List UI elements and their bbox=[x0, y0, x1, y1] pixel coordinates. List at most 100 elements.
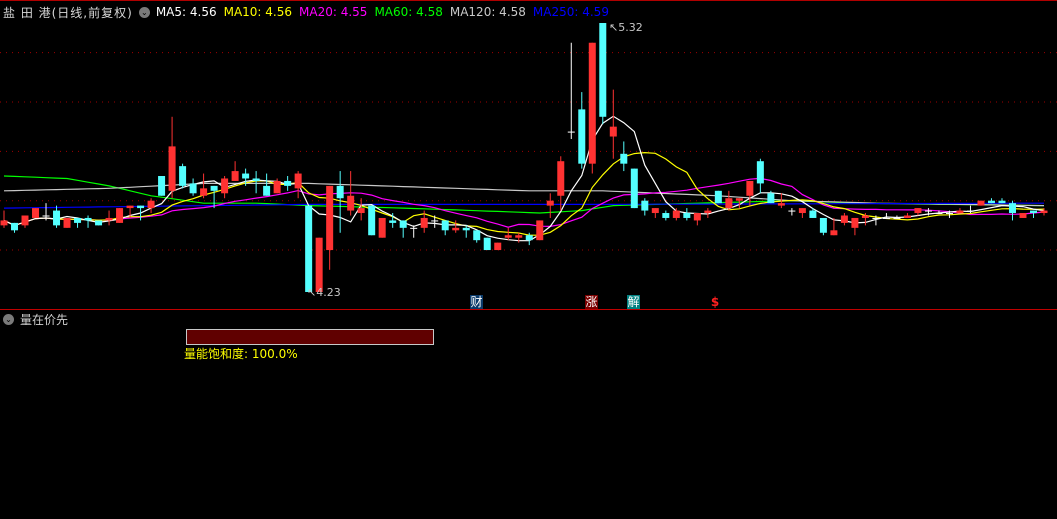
indicator-header: ⌄ 量在价先 bbox=[3, 311, 68, 327]
candle-body bbox=[336, 185, 344, 199]
candle-body bbox=[21, 215, 29, 226]
candle-body bbox=[32, 208, 40, 218]
candle bbox=[987, 198, 995, 204]
candle-body bbox=[914, 208, 922, 214]
candle-body bbox=[809, 210, 817, 218]
candle-body bbox=[252, 178, 260, 181]
candle bbox=[126, 205, 134, 218]
candle bbox=[462, 225, 470, 238]
panel-divider[interactable] bbox=[0, 309, 1057, 310]
candle bbox=[872, 215, 880, 226]
candle bbox=[116, 208, 124, 223]
candle-body bbox=[851, 217, 859, 228]
candle-body bbox=[494, 242, 502, 251]
candle-body bbox=[431, 220, 439, 222]
candle-body bbox=[63, 217, 71, 228]
candle-body bbox=[683, 213, 691, 218]
ma-line-ma10 bbox=[3, 151, 1045, 236]
candle bbox=[1008, 200, 1016, 221]
candle-body bbox=[662, 213, 670, 218]
candle bbox=[168, 116, 176, 199]
high-price-value: 5.32 bbox=[618, 21, 643, 34]
candle-body bbox=[504, 235, 512, 238]
marker-dividend[interactable]: $ bbox=[710, 295, 720, 309]
marker-finance[interactable]: 财 bbox=[470, 295, 483, 309]
candle bbox=[788, 208, 796, 216]
candle-body bbox=[746, 180, 754, 196]
candle bbox=[441, 220, 449, 236]
candle-body bbox=[452, 227, 460, 231]
indicator-title: 量在价先 bbox=[20, 312, 69, 327]
candle-body bbox=[483, 237, 491, 251]
ma250-label: MA250: 4.59 bbox=[532, 5, 609, 19]
candle-body bbox=[357, 208, 365, 214]
candle-body bbox=[788, 210, 796, 212]
chevron-down-icon[interactable]: ⌄ bbox=[138, 6, 150, 18]
candle bbox=[893, 215, 901, 219]
candle-body bbox=[284, 180, 292, 186]
candle bbox=[63, 217, 71, 228]
candle-body bbox=[210, 185, 218, 191]
candle bbox=[326, 185, 334, 270]
candle-body bbox=[315, 237, 323, 292]
candle bbox=[431, 215, 439, 228]
candle-body bbox=[399, 220, 407, 228]
ma120-label: MA120: 4.58 bbox=[449, 5, 526, 19]
candle bbox=[200, 173, 208, 199]
candle bbox=[147, 198, 155, 214]
candle-body bbox=[515, 235, 523, 238]
candle-body bbox=[798, 208, 806, 214]
gridlines bbox=[0, 52, 1057, 251]
candle bbox=[651, 208, 659, 218]
candle bbox=[630, 168, 638, 209]
candle bbox=[1019, 213, 1027, 218]
candle-body bbox=[966, 210, 974, 212]
candle-body bbox=[935, 213, 943, 215]
candle-body bbox=[704, 210, 712, 214]
candle-body bbox=[1040, 210, 1048, 214]
ma-line-ma5 bbox=[3, 115, 1045, 242]
candle bbox=[252, 171, 260, 194]
candle bbox=[546, 193, 554, 218]
candle-body bbox=[599, 23, 607, 117]
candle bbox=[725, 190, 733, 211]
candle bbox=[137, 205, 145, 221]
chevron-down-icon[interactable]: ⌄ bbox=[3, 313, 14, 325]
candle-body bbox=[347, 195, 355, 211]
candle-body bbox=[1019, 213, 1027, 218]
candles bbox=[0, 23, 1048, 292]
candle bbox=[1040, 208, 1048, 216]
candle bbox=[504, 227, 512, 241]
candle-body bbox=[410, 227, 418, 229]
candle bbox=[672, 208, 680, 221]
marker-unlock[interactable]: 解 bbox=[627, 295, 640, 309]
candle-body bbox=[84, 217, 92, 221]
candle bbox=[410, 225, 418, 238]
candle-body bbox=[525, 235, 533, 241]
candle-body bbox=[725, 198, 733, 209]
candle bbox=[945, 210, 953, 218]
candle bbox=[525, 232, 533, 246]
candle bbox=[483, 237, 491, 251]
candle-body bbox=[378, 217, 386, 238]
candle-body bbox=[95, 220, 103, 226]
candle-body bbox=[158, 176, 166, 196]
candle-body bbox=[819, 217, 827, 233]
candle bbox=[452, 220, 460, 233]
candlestick-chart[interactable] bbox=[0, 0, 1057, 309]
ma20-label: MA20: 4.55 bbox=[299, 5, 368, 19]
candle bbox=[357, 198, 365, 221]
candle-body bbox=[651, 208, 659, 214]
candle-body bbox=[462, 227, 470, 231]
candle bbox=[966, 205, 974, 214]
candle bbox=[882, 213, 890, 219]
low-price-label: ↖4.23 bbox=[307, 286, 341, 299]
candle-body bbox=[767, 193, 775, 204]
candle-body bbox=[168, 146, 176, 191]
marker-limit-up[interactable]: 涨 bbox=[585, 295, 598, 309]
candle-body bbox=[567, 131, 575, 133]
candle bbox=[578, 92, 586, 169]
candle bbox=[221, 176, 229, 199]
candle bbox=[347, 171, 355, 216]
candle bbox=[861, 213, 869, 226]
